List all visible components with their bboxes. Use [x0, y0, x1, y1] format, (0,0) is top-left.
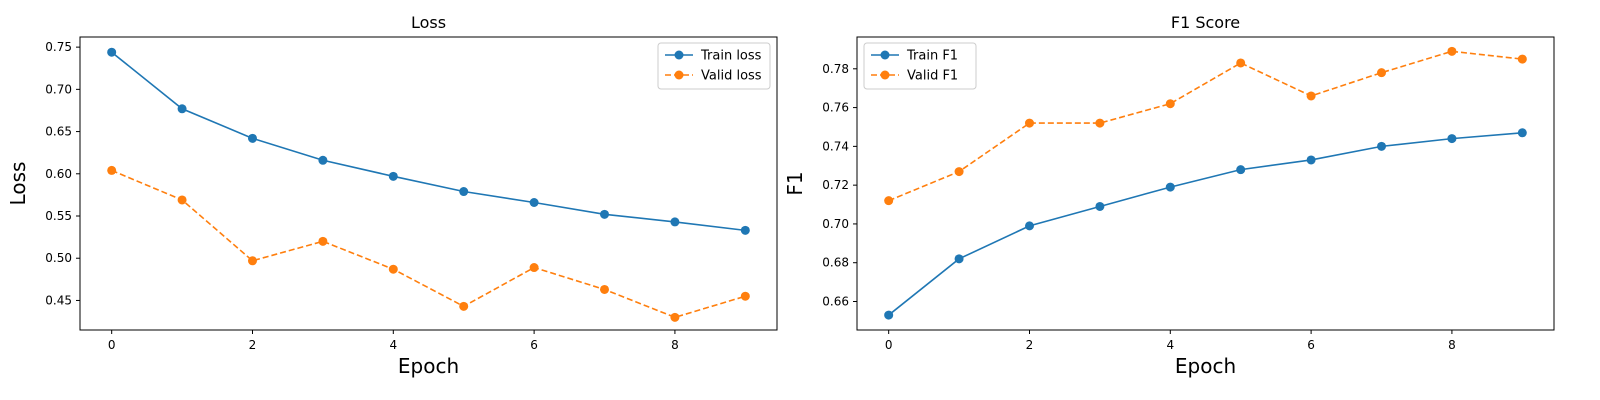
x-tick-label: 8: [671, 338, 679, 352]
y-tick-label: 0.78: [822, 62, 849, 76]
data-point: [247, 133, 257, 143]
y-tick-label: 0.74: [822, 139, 849, 153]
data-point: [107, 165, 117, 175]
chart-0: Loss 0 2 4 6 8 0.45 0.50 0.55 0.60 0.65 0.70 0.75 Epo…: [6, 13, 778, 378]
data-point: [529, 197, 539, 207]
data-point: [1306, 91, 1316, 101]
legend-marker: [880, 70, 890, 80]
series-1: [884, 46, 1527, 206]
x-axis-label: Epoch: [398, 354, 459, 378]
data-point: [1447, 134, 1457, 144]
y-tick-label: 0.76: [822, 101, 849, 115]
data-point: [388, 264, 398, 274]
legend-label: Train loss: [700, 49, 762, 64]
series-line: [888, 131, 1523, 316]
legend-label: Valid loss: [701, 69, 762, 84]
chart-title: Loss: [411, 13, 446, 32]
data-point: [1165, 99, 1175, 109]
data-point: [1095, 201, 1105, 211]
x-tick-label: 8: [1448, 338, 1456, 352]
chart-1: F1 Score 0 2 4 6 8 0.66 0.68 0.70 0.72 0.74 0.76 0.7…: [783, 13, 1555, 378]
y-tick-label: 0.60: [45, 167, 72, 181]
legend-label: Valid F1: [907, 69, 958, 84]
x-tick-label: 4: [389, 338, 397, 352]
y-tick-label: 0.66: [822, 294, 849, 308]
data-point: [318, 155, 328, 165]
data-point: [177, 195, 187, 205]
series-line: [111, 169, 746, 319]
legend-marker: [674, 70, 684, 80]
series-0: [884, 128, 1527, 320]
data-point: [954, 167, 964, 177]
data-point: [1165, 182, 1175, 192]
data-point: [670, 217, 680, 227]
data-point: [1306, 155, 1316, 165]
data-point: [670, 312, 680, 322]
data-point: [600, 209, 610, 219]
legend-marker: [674, 50, 684, 60]
data-point: [1024, 221, 1034, 231]
y-axis-label: F1: [783, 171, 807, 195]
data-point: [459, 187, 469, 197]
y-axis-label: Loss: [6, 162, 30, 206]
y-tick-label: 0.45: [45, 293, 72, 307]
x-tick-label: 0: [885, 338, 893, 352]
x-tick-label: 6: [530, 338, 538, 352]
data-point: [318, 236, 328, 246]
y-tick-label: 0.55: [45, 209, 72, 223]
chart-title: F1 Score: [1171, 13, 1240, 32]
y-tick-label: 0.68: [822, 256, 849, 270]
x-tick-label: 6: [1307, 338, 1315, 352]
y-tick-label: 0.50: [45, 251, 72, 265]
data-point: [1377, 68, 1387, 78]
data-point: [1236, 165, 1246, 175]
data-point: [1377, 141, 1387, 151]
data-point: [1447, 46, 1457, 56]
data-point: [247, 256, 257, 266]
data-point: [1236, 58, 1246, 68]
data-point: [954, 254, 964, 264]
series-line: [111, 51, 746, 232]
series-line: [888, 50, 1523, 202]
data-point: [884, 310, 894, 320]
plot-frame: [856, 36, 1555, 331]
data-point: [107, 47, 117, 57]
x-tick-label: 4: [1166, 338, 1174, 352]
y-tick-label: 0.65: [45, 125, 72, 139]
data-point: [1517, 54, 1527, 64]
y-tick-label: 0.75: [45, 40, 72, 54]
data-point: [529, 263, 539, 273]
data-point: [740, 225, 750, 235]
data-point: [1024, 118, 1034, 128]
data-point: [388, 171, 398, 181]
legend: Train loss Valid loss: [657, 42, 771, 90]
x-tick-label: 2: [249, 338, 257, 352]
series-0: [107, 47, 750, 235]
data-point: [600, 284, 610, 294]
plot-frame: [79, 36, 778, 331]
data-point: [177, 104, 187, 114]
data-point: [884, 196, 894, 206]
x-tick-label: 0: [108, 338, 116, 352]
x-tick-label: 2: [1026, 338, 1034, 352]
legend-label: Train F1: [906, 49, 958, 64]
x-axis-label: Epoch: [1175, 354, 1236, 378]
legend: Train F1 Valid F1: [863, 42, 977, 90]
data-point: [740, 291, 750, 301]
data-point: [1517, 128, 1527, 138]
data-point: [1095, 118, 1105, 128]
y-tick-label: 0.72: [822, 178, 849, 192]
series-1: [107, 165, 750, 322]
y-tick-label: 0.70: [45, 82, 72, 96]
y-tick-label: 0.70: [822, 217, 849, 231]
legend-marker: [880, 50, 890, 60]
data-point: [459, 301, 469, 311]
